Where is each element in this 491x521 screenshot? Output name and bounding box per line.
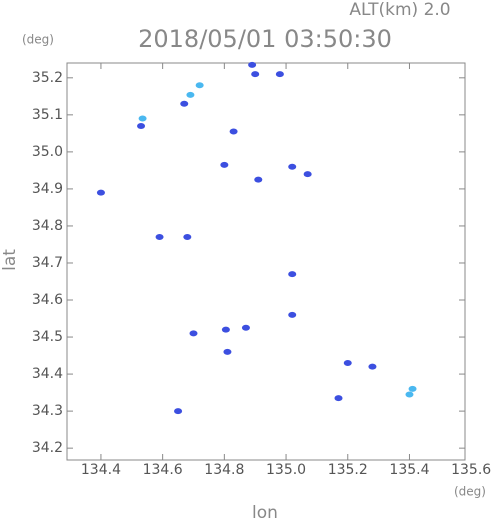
radar-echo [180,100,189,107]
radar-echo [221,326,230,333]
radar-echo [343,359,352,366]
y-axis-label: lat [0,249,20,271]
y-tick-label: 34.8 [32,218,63,234]
y-tick-label: 34.2 [32,440,63,456]
y-tick-label: 35.0 [32,144,63,160]
x-tick-label: 134.6 [143,462,183,478]
radar-echo [275,71,284,78]
radar-echo [288,163,297,170]
radar-echo [368,363,377,370]
radar-echo [303,171,312,178]
y-unit: (deg) [22,33,54,47]
altitude-label: ALT(km) 2.0 [349,0,450,20]
x-unit: (deg) [454,485,486,499]
y-tick-label: 34.5 [32,329,63,345]
radar-echo [248,61,257,68]
x-tick-label: 135.2 [328,462,368,478]
radar-echo [408,385,417,392]
radar-echo [189,330,198,337]
radar-echo [96,189,105,196]
radar-echo [174,408,183,415]
y-tick-label: 34.4 [32,366,63,382]
x-tick-label: 135.4 [389,462,429,478]
radar-echo [223,348,232,355]
radar-echo [254,176,263,183]
radar-echo [334,395,343,402]
radar-echo [155,234,164,241]
radar-echo [405,391,414,398]
radar-echo [137,122,146,129]
radar-echo [229,128,238,135]
x-tick-label: 134.4 [81,462,121,478]
y-tick-label: 34.3 [32,403,63,419]
plot-frame [66,62,466,461]
y-tick-label: 35.2 [32,70,63,86]
y-tick-label: 35.1 [32,107,63,123]
x-tick-label: 134.8 [204,462,244,478]
radar-echo [195,82,204,89]
x-tick-label: 135.6 [451,462,491,478]
radar-echo [241,324,250,331]
y-tick-label: 34.9 [32,181,63,197]
chart-title: 2018/05/01 03:50:30 [138,25,392,53]
radar-echo [186,91,195,98]
radar-echo [288,271,297,278]
radar-echo [138,115,147,122]
x-tick-label: 135.0 [266,462,306,478]
x-axis-label: lon [252,503,278,521]
radar-echo [288,311,297,318]
radar-echo [183,234,192,241]
radar-echo [251,71,260,78]
y-tick-label: 34.7 [32,255,63,271]
y-tick-label: 34.6 [32,292,63,308]
radar-echo [220,161,229,168]
